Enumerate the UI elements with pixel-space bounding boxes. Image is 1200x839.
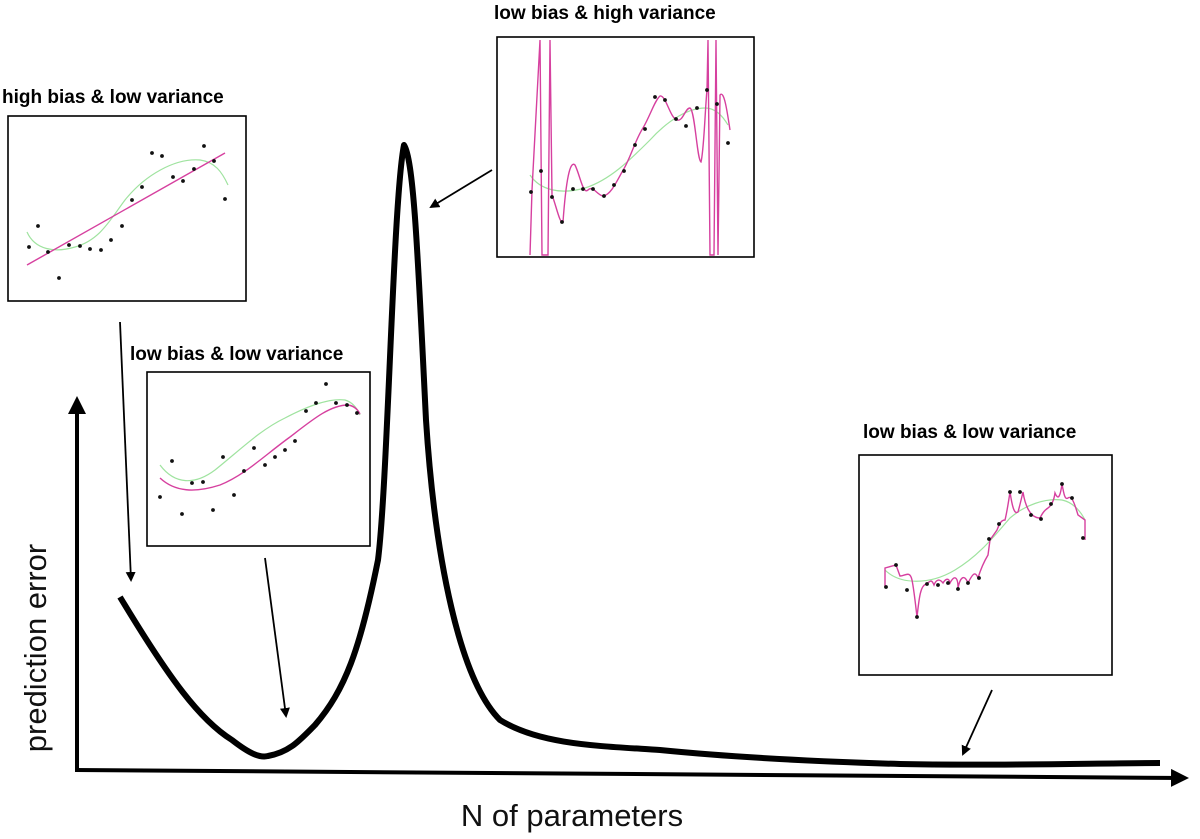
data-points bbox=[158, 382, 359, 516]
panel-frame bbox=[146, 371, 371, 547]
data-points bbox=[27, 144, 227, 280]
pointer-arrows bbox=[119, 169, 993, 756]
panel-title: high bias & low variance bbox=[2, 87, 224, 108]
model-fit-curve bbox=[159, 404, 361, 491]
panel-title: low bias & high variance bbox=[494, 3, 716, 24]
panel-low-bias-low-variance-1: low bias & low variance bbox=[130, 344, 371, 547]
model-fit-curve bbox=[529, 39, 731, 256]
true-function-curve bbox=[884, 499, 1086, 582]
panel-low-bias-low-variance-2: low bias & low variance bbox=[858, 422, 1113, 676]
model-fit-line bbox=[26, 152, 226, 266]
axes bbox=[68, 396, 1189, 787]
x-axis bbox=[74, 768, 1189, 787]
true-function-curve bbox=[159, 399, 361, 482]
x-axis-label: N of parameters bbox=[461, 798, 683, 833]
y-axis-label: prediction error bbox=[18, 544, 53, 752]
panel-low-bias-high-variance: low bias & high variance bbox=[494, 3, 755, 258]
panel-title: low bias & low variance bbox=[863, 422, 1076, 443]
panel-high-bias-low-variance: high bias & low variance bbox=[2, 87, 247, 302]
prediction-error-curve bbox=[117, 142, 1161, 768]
arrow-low-bias-high-variance bbox=[429, 169, 493, 209]
true-function-curve bbox=[529, 107, 729, 192]
arrow-high-bias bbox=[119, 321, 136, 582]
arrow-low-bias-low-variance-2 bbox=[961, 689, 993, 756]
arrow-low-bias-low-variance-1 bbox=[264, 557, 290, 718]
data-points bbox=[884, 482, 1085, 619]
panel-frame bbox=[858, 454, 1113, 676]
data-points bbox=[529, 88, 730, 224]
panel-title: low bias & low variance bbox=[130, 344, 343, 365]
